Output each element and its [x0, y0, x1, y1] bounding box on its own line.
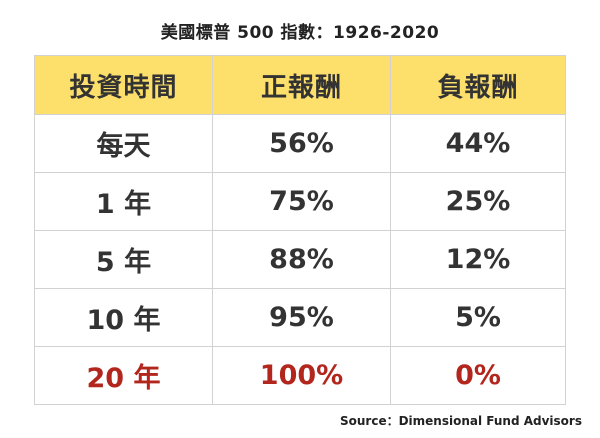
returns-table: 投資時間 正報酬 負報酬 每天 56% 44% 1 年 75% 25% 5 年 … — [34, 55, 566, 405]
negative-return-cell: 25% — [390, 172, 566, 231]
negative-return-cell: 5% — [390, 288, 566, 347]
period-cell: 10 年 — [34, 288, 213, 347]
period-cell: 1 年 — [34, 172, 213, 231]
column-header-negative-return: 負報酬 — [390, 55, 566, 115]
table-row-1-year: 1 年 75% 25% — [34, 172, 566, 231]
negative-return-cell: 0% — [390, 346, 566, 405]
table-row-10-year: 10 年 95% 5% — [34, 288, 566, 347]
negative-return-cell: 44% — [390, 114, 566, 173]
table-header-row: 投資時間 正報酬 負報酬 — [34, 55, 566, 115]
table-row-20-year: 20 年 100% 0% — [34, 346, 566, 405]
negative-return-cell: 12% — [390, 230, 566, 289]
period-cell: 20 年 — [34, 346, 213, 405]
table-row-5-year: 5 年 88% 12% — [34, 230, 566, 289]
positive-return-cell: 75% — [212, 172, 391, 231]
positive-return-cell: 56% — [212, 114, 391, 173]
column-header-positive-return: 正報酬 — [212, 55, 391, 115]
period-cell: 5 年 — [34, 230, 213, 289]
positive-return-cell: 88% — [212, 230, 391, 289]
table-row-daily: 每天 56% 44% — [34, 114, 566, 173]
source-note: Source：Dimensional Fund Advisors — [339, 414, 582, 428]
period-cell: 每天 — [34, 114, 213, 173]
column-header-period: 投資時間 — [34, 55, 213, 115]
positive-return-cell: 95% — [212, 288, 391, 347]
chart-title: 美國標普 500 指數：1926-2020 — [160, 23, 440, 43]
positive-return-cell: 100% — [212, 346, 391, 405]
